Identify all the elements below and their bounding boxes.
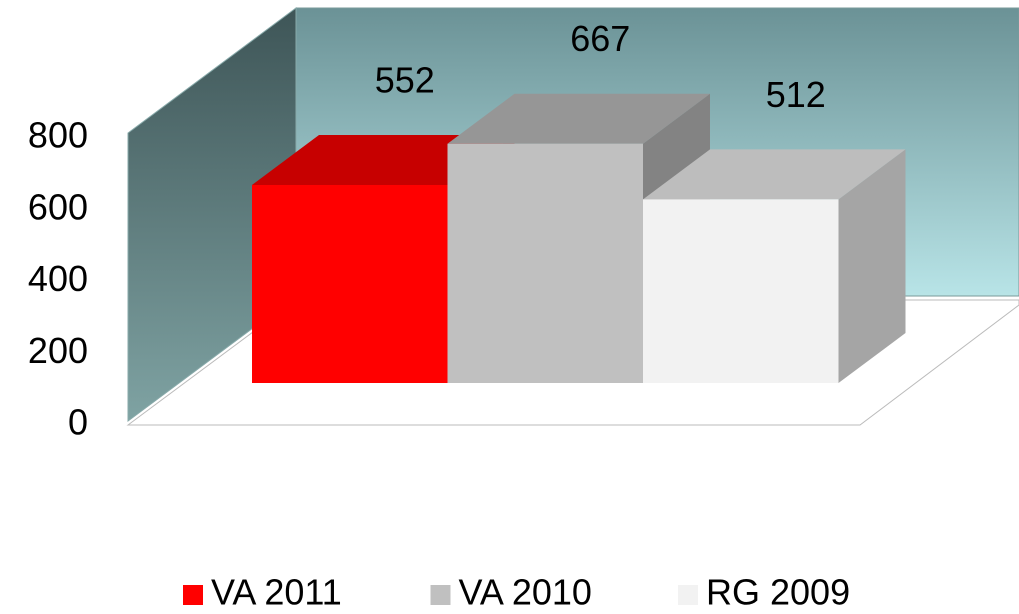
bar-top [643,149,906,200]
bar [252,184,448,383]
y-tick-label: 600 [28,186,88,227]
y-tick-label: 800 [28,115,88,156]
legend-label: VA 2011 [211,572,342,613]
legend-label: RG 2009 [706,572,850,613]
bar-top [447,93,710,144]
bar [643,199,839,383]
legend-swatch [430,585,451,605]
legend-swatch [678,585,698,605]
data-label: 667 [570,18,630,59]
data-label: 552 [375,59,435,100]
y-tick-label: 400 [28,258,88,299]
data-label: 512 [766,74,826,115]
y-tick-label: 0 [68,402,88,443]
y-tick-label: 200 [28,330,88,371]
bar-side [838,149,906,383]
legend-swatch [183,585,203,605]
legend-label: VA 2010 [459,572,592,613]
bar [447,143,643,383]
